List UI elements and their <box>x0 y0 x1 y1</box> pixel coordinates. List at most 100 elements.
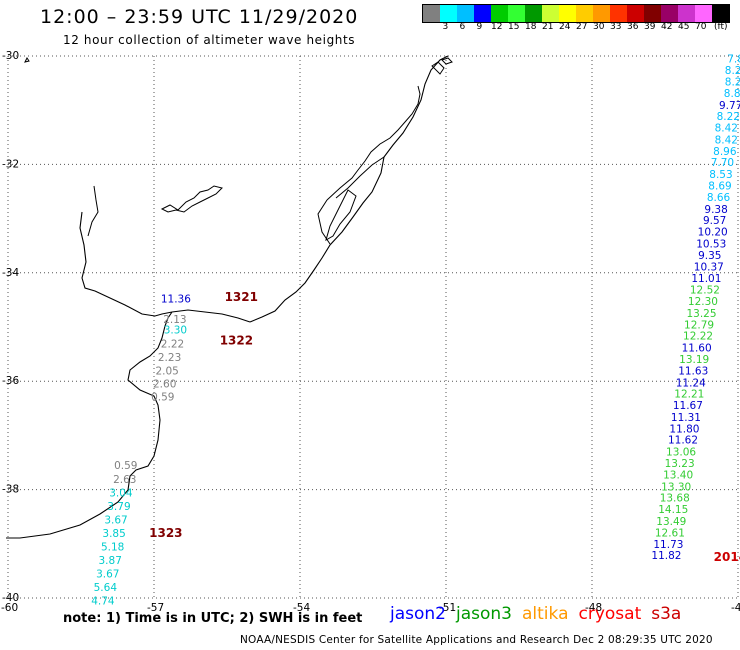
wave-height-label: 11.24 <box>676 377 706 389</box>
pass-time-label: 2014 <box>714 550 740 564</box>
wave-height-label: 14.15 <box>658 504 688 516</box>
page-subtitle: 12 hour collection of altimeter wave hei… <box>63 33 356 47</box>
parana-delta <box>160 185 223 213</box>
wave-height-label: 2.63 <box>113 474 136 486</box>
color-scale-tick: 36 <box>627 22 639 32</box>
wave-height-label: 8.42 <box>715 123 738 135</box>
wave-height-label: 9.77 <box>719 100 740 112</box>
wave-height-label: 11.67 <box>673 400 703 412</box>
wave-height-label: 3.67 <box>96 569 119 581</box>
color-scale-cell <box>559 5 576 22</box>
color-scale-cell <box>542 5 559 22</box>
legend-satellite-altika: altika <box>522 604 569 624</box>
wave-height-label: 10.20 <box>698 227 728 239</box>
wave-height-label: 12.52 <box>690 285 720 297</box>
wave-height-label: 12.22 <box>683 331 713 343</box>
legend-satellite-jason2: jason2 <box>390 604 446 624</box>
wave-height-label: 11.36 <box>161 293 191 305</box>
map-axis-labels: -30 -32 -34 -36 -38 -40-60 -57 -54 -51 -48 -45 <box>1 50 740 614</box>
altimeter-track-west: 11.362.133.302.222.232.052.600.590.592.6… <box>91 293 191 607</box>
color-scale-cell <box>627 5 644 22</box>
wave-height-label: 11.73 <box>653 539 683 551</box>
lon-tick-label: -54 <box>293 602 310 614</box>
uruguay-river <box>87 185 99 237</box>
wave-height-label: 11.62 <box>668 435 698 447</box>
color-scale-tick: 21 <box>542 22 554 32</box>
altimeter-track-east: 7.88.28.28.89.778.228.428.428.967.708.53… <box>651 54 740 562</box>
color-scale-cell <box>610 5 627 22</box>
wave-height-label: 0.59 <box>151 391 174 403</box>
color-scale-cell <box>712 5 729 22</box>
color-scale-tick: 3 <box>442 22 449 32</box>
color-scale-tick: 33 <box>610 22 622 32</box>
wave-height-label: 13.49 <box>656 516 686 528</box>
color-scale-cell <box>440 5 457 22</box>
color-scale-tick: 45 <box>678 22 690 32</box>
wave-height-label: 12.61 <box>655 527 685 539</box>
color-scale-cell <box>508 5 525 22</box>
wave-height-label: 8.53 <box>709 169 732 181</box>
wave-height-label: 8.2 <box>725 65 740 77</box>
wave-height-label: 13.68 <box>660 493 690 505</box>
pass-time-label: 1322 <box>220 334 253 348</box>
color-scale-cell <box>525 5 542 22</box>
wave-height-label: 11.60 <box>682 343 712 355</box>
lat-tick-label: -32 <box>2 158 19 170</box>
color-scale-tick: 15 <box>508 22 520 32</box>
page-title: 12:00 – 23:59 UTC 11/29/2020 <box>40 6 359 28</box>
color-scale-cell <box>661 5 678 22</box>
wave-height-label: 13.30 <box>661 481 691 493</box>
wave-height-label: 3.79 <box>107 501 130 513</box>
credit-line: NOAA/NESDIS Center for Satellite Applica… <box>240 634 713 646</box>
lat-tick-label: -36 <box>2 375 19 387</box>
wave-height-label: 2.05 <box>155 365 178 377</box>
wave-height-label: 8.66 <box>707 192 731 204</box>
color-scale-tick: 6 <box>459 22 466 32</box>
wave-height-label: 8.96 <box>713 146 737 158</box>
lat-tick-label: -34 <box>2 267 19 279</box>
wave-height-label: 0.59 <box>114 460 137 472</box>
wave-height-label: 11.31 <box>671 412 701 424</box>
wave-height-label: 3.04 <box>109 487 133 499</box>
wave-height-label: 8.69 <box>708 181 731 193</box>
color-scale-cell <box>491 5 508 22</box>
coastline-east <box>249 55 449 323</box>
wave-height-label: 5.18 <box>101 542 124 554</box>
wave-height-label: 13.23 <box>665 458 695 470</box>
lagoa-mirim <box>325 189 357 242</box>
wave-height-label: 11.01 <box>691 273 721 285</box>
note-text: note: 1) Time is in UTC; 2) SWH is in fe… <box>63 611 363 626</box>
wave-height-label: 8.42 <box>715 134 738 146</box>
pass-time-label: 1323 <box>149 526 182 540</box>
wave-height-label: 2.13 <box>163 314 186 326</box>
wave-height-label: 3.30 <box>164 325 187 337</box>
color-scale-tick: 27 <box>576 22 588 32</box>
legend-satellite-jason3: jason3 <box>456 604 512 624</box>
color-scale-tick: 30 <box>593 22 605 32</box>
wave-height-label: 2.23 <box>158 352 181 364</box>
wave-height-label: 8.22 <box>717 111 740 123</box>
wave-height-label: 2.22 <box>161 338 184 350</box>
color-scale-cell <box>457 5 474 22</box>
wave-height-label: 7.8 <box>727 54 740 66</box>
wave-height-label: 13.06 <box>666 447 696 459</box>
wave-height-label: 9.35 <box>698 250 721 262</box>
color-scale-cell <box>474 5 491 22</box>
color-scale-cell <box>644 5 661 22</box>
wave-height-label: 10.53 <box>696 239 726 251</box>
lat-tick-label: -30 <box>2 50 19 62</box>
wave-height-label: 12.21 <box>674 389 704 401</box>
color-scale-tick: 42 <box>661 22 673 32</box>
wave-height-label: 11.82 <box>651 550 681 562</box>
pass-time-label: 1321 <box>225 290 258 304</box>
lon-tick-label: -45 <box>731 602 740 614</box>
wave-height-label: 12.30 <box>688 296 718 308</box>
color-scale-tick: (ft) <box>714 22 728 32</box>
wave-height-label: 3.85 <box>102 528 125 540</box>
color-scale-tick: 39 <box>644 22 656 32</box>
lon-tick-label: -51 <box>439 602 456 614</box>
color-scale-tick: 24 <box>559 22 571 32</box>
wave-height-label: 8.8 <box>724 88 740 100</box>
color-scale-cell <box>423 5 440 22</box>
